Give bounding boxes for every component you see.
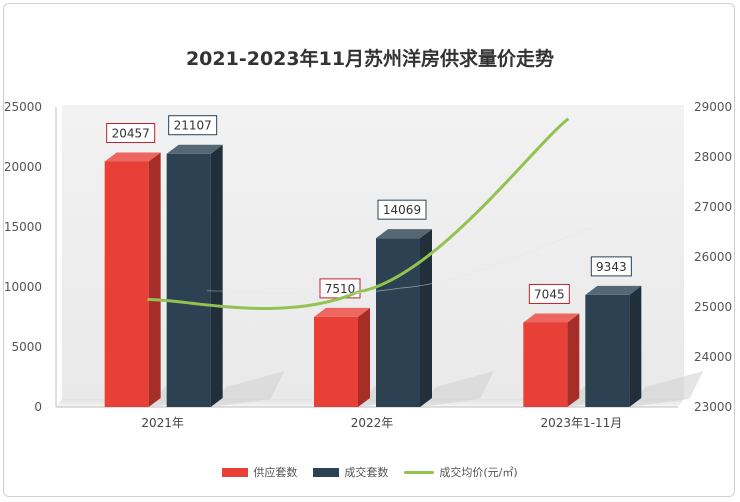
y-tick-left: 25000 bbox=[4, 100, 42, 114]
data-label: 20457 bbox=[112, 127, 150, 141]
bar-deal bbox=[166, 153, 211, 407]
y-tick-right: 26000 bbox=[694, 250, 732, 264]
legend-swatch-deal bbox=[313, 467, 340, 477]
price-line-reflection bbox=[206, 227, 593, 295]
y-tick-right: 28000 bbox=[694, 150, 732, 164]
data-label-box bbox=[168, 115, 218, 136]
data-label: 9343 bbox=[596, 260, 627, 274]
data-label-box bbox=[590, 256, 632, 277]
y-tick-left: 0 bbox=[34, 400, 42, 414]
legend: 供应套数 成交套数 成交均价(元/㎡) bbox=[0, 464, 740, 480]
bar-supply bbox=[314, 316, 358, 407]
x-tick-label: 2021年 bbox=[141, 416, 184, 430]
bar-supply bbox=[523, 322, 568, 407]
data-label: 7510 bbox=[325, 282, 356, 296]
data-label: 14069 bbox=[383, 203, 421, 217]
y-tick-left: 10000 bbox=[4, 280, 42, 294]
y-tick-left: 15000 bbox=[4, 220, 42, 234]
y-tick-right: 25000 bbox=[694, 300, 732, 314]
bar-deal bbox=[376, 238, 420, 407]
y-tick-left: 20000 bbox=[4, 160, 42, 174]
legend-swatch-supply bbox=[222, 467, 249, 477]
bar-shadow bbox=[420, 371, 494, 407]
bar-deal-top bbox=[585, 285, 642, 295]
data-label: 7045 bbox=[534, 287, 565, 301]
bar-deal bbox=[585, 294, 630, 407]
data-label: 21107 bbox=[174, 119, 212, 133]
legend-label-deal: 成交套数 bbox=[344, 466, 389, 479]
bar-supply-side bbox=[358, 307, 370, 407]
y-tick-right: 29000 bbox=[694, 100, 732, 114]
chart-title: 2021-2023年11月苏州洋房供求量价走势 bbox=[185, 48, 555, 70]
bar-shadow bbox=[629, 371, 704, 407]
legend-label-price: 成交均价(元/㎡) bbox=[439, 466, 518, 479]
bar-supply-side bbox=[148, 152, 161, 407]
data-label-box bbox=[377, 199, 427, 220]
bar-deal-side bbox=[629, 285, 642, 407]
data-label-box bbox=[106, 123, 156, 144]
bar-supply-top bbox=[104, 152, 161, 162]
y-tick-right: 24000 bbox=[694, 350, 732, 364]
legend-item-price[interactable]: 成交均价(元/㎡) bbox=[404, 464, 518, 480]
bar-shadow bbox=[210, 371, 285, 407]
bar-supply-side bbox=[567, 313, 580, 407]
bar-deal-side bbox=[420, 229, 432, 407]
bar-supply-top bbox=[314, 307, 370, 317]
bar-supply bbox=[104, 161, 149, 407]
x-tick-label: 2023年1-11月 bbox=[540, 416, 622, 430]
legend-swatch-price bbox=[404, 470, 435, 474]
legend-label-supply: 供应套数 bbox=[253, 466, 298, 479]
price-line bbox=[147, 118, 569, 310]
bar-supply-top bbox=[523, 313, 580, 323]
y-tick-right: 23000 bbox=[694, 400, 732, 414]
bar-deal-side bbox=[210, 144, 223, 407]
bar-deal-top bbox=[166, 144, 223, 154]
bar-deal-top bbox=[376, 229, 432, 239]
y-tick-right: 27000 bbox=[694, 200, 732, 214]
y-tick-left: 5000 bbox=[11, 340, 42, 354]
legend-item-supply[interactable]: 供应套数 bbox=[222, 464, 297, 480]
legend-item-deal[interactable]: 成交套数 bbox=[313, 464, 388, 480]
x-tick-label: 2022年 bbox=[351, 416, 394, 430]
data-label-box bbox=[528, 283, 570, 304]
